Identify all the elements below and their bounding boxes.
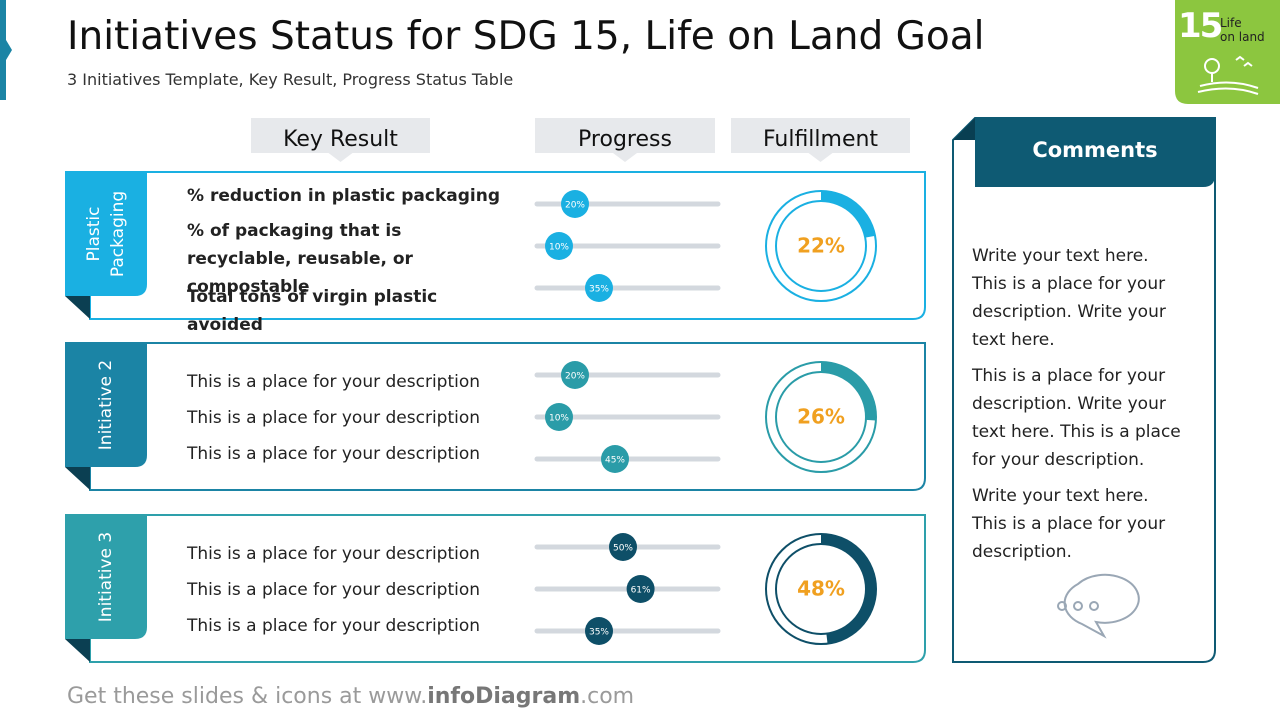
badge-number: 15	[1178, 6, 1223, 46]
progress-knob	[609, 533, 637, 561]
key-result: This is a place for your description	[187, 616, 481, 636]
row-label: Plastic	[84, 207, 104, 262]
column-header	[251, 118, 430, 162]
footer-brand: infoDiagram	[427, 684, 581, 709]
comment-paragraph: Write your text here. This is a place fo…	[972, 486, 1166, 562]
progress-label: 20%	[565, 201, 585, 211]
row-box	[65, 342, 926, 491]
sdg-badge	[1175, 0, 1280, 104]
comments-panel	[952, 117, 1216, 663]
column-header	[535, 118, 715, 162]
title: Initiatives Status for SDG 15, Life on L…	[67, 14, 985, 59]
badge-line: Life	[1220, 16, 1242, 30]
footer: Get these slides & icons at www.infoDiag…	[67, 684, 634, 709]
row-box	[65, 171, 926, 320]
comment-paragraph: This is a place for your description. Wr…	[972, 366, 1181, 470]
accent-bar	[0, 0, 6, 100]
comments-title: Comments	[1032, 138, 1158, 162]
row-label: Initiative 2	[96, 360, 116, 450]
key-result: This is a place for your description	[187, 580, 481, 600]
key-result: This is a place for your description	[187, 408, 481, 428]
row-label: Packaging	[108, 191, 128, 277]
fold	[953, 118, 975, 140]
progress-knob	[561, 361, 589, 389]
donut-arc	[766, 362, 876, 472]
key-result: This is a place for your description	[187, 544, 481, 564]
key-result: Total tons of virgin plastic avoided	[187, 287, 438, 335]
row-tab	[65, 515, 147, 639]
badge-line: on land	[1220, 30, 1265, 44]
donut-arc	[766, 191, 876, 301]
column-header-label: Progress	[578, 127, 672, 152]
speech-icon	[1057, 573, 1140, 639]
progress-label: 61%	[631, 586, 651, 596]
row-box	[65, 514, 926, 663]
progress-knob	[626, 575, 655, 603]
progress-label: 35%	[589, 628, 609, 638]
accent-arrow	[6, 40, 12, 60]
donut-label: 22%	[797, 234, 845, 258]
key-result: % reduction in plastic packaging	[187, 186, 501, 206]
comments-header	[975, 118, 1215, 187]
footer-text: Get these slides & icons at www.	[67, 684, 428, 709]
donut-arc	[766, 534, 876, 644]
progress-knob	[545, 403, 573, 431]
key-result: This is a place for your description	[187, 444, 481, 464]
row-label: Initiative 3	[96, 532, 116, 622]
column-header-label: Fulfillment	[763, 127, 878, 152]
progress-label: 45%	[605, 456, 625, 466]
row-tab	[65, 172, 147, 296]
row-tab-fold	[65, 639, 90, 662]
row-tab-fold	[65, 296, 90, 319]
progress-knob	[545, 232, 573, 260]
comment-paragraph: Write your text here. This is a place fo…	[972, 246, 1166, 350]
key-result: This is a place for your description	[187, 372, 481, 392]
comments-body: Write your text here. This is a place fo…	[972, 242, 1187, 574]
progress-label: 35%	[589, 285, 609, 295]
subtitle: 3 Initiatives Template, Key Result, Prog…	[67, 70, 514, 89]
key-result: % of packaging that is recyclable, reusa…	[187, 221, 413, 297]
progress-label: 50%	[613, 544, 633, 554]
footer-text: .com	[580, 684, 635, 709]
progress-label: 10%	[549, 243, 569, 253]
row-tab-fold	[65, 467, 90, 490]
progress-knob	[601, 445, 629, 473]
progress-label: 10%	[549, 414, 569, 424]
sdg-icon	[1197, 55, 1259, 95]
row-tab	[65, 343, 147, 467]
progress-knob	[585, 617, 613, 645]
column-header-label: Key Result	[283, 127, 398, 152]
donut-label: 26%	[797, 405, 845, 429]
progress-knob	[561, 190, 589, 218]
column-header	[731, 118, 910, 162]
donut-label: 48%	[797, 577, 845, 601]
progress-knob	[585, 274, 613, 302]
badge-label: Life on land	[1220, 16, 1265, 44]
progress-label: 20%	[565, 372, 585, 382]
